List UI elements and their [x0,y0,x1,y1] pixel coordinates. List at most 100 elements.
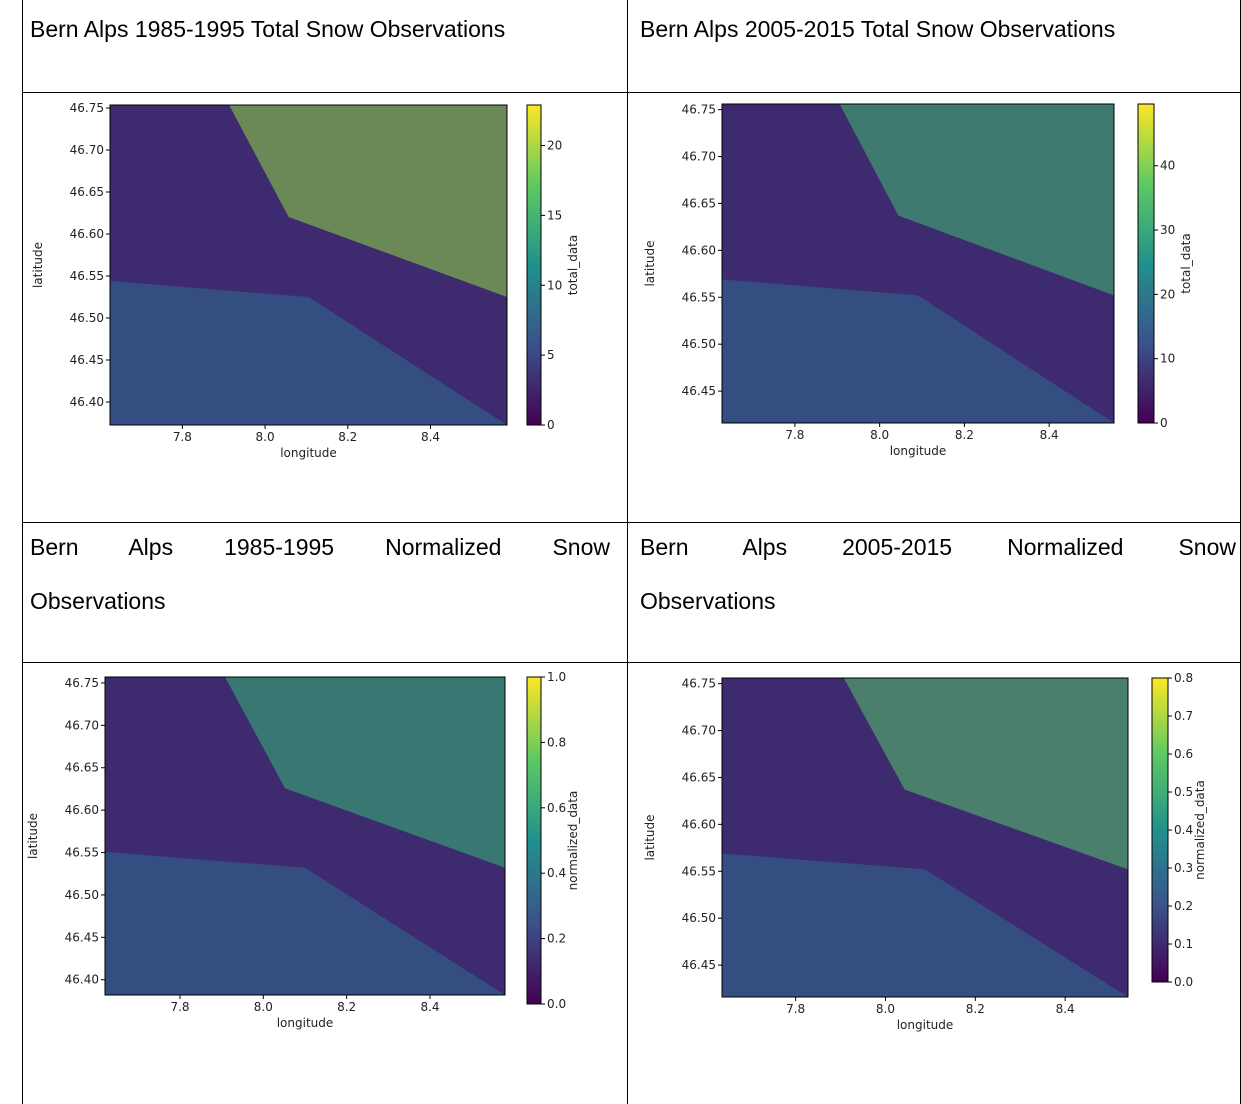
colorbar [526,104,542,426]
y-tick-label: 46.60 [682,817,716,831]
x-tick-label: 8.2 [337,1000,356,1014]
raster-texture [843,678,1128,870]
x-tick-label: 8.4 [1056,1002,1075,1016]
x-tick-label: 8.2 [955,428,974,442]
colorbar [526,676,542,1005]
x-tick-label: 7.8 [785,428,804,442]
colorbar-tick-label: 1.0 [547,670,566,684]
y-tick-label: 46.70 [70,143,104,157]
colorbar-tick-label: 10 [1160,352,1175,366]
colorbar-tick-label: 0.4 [1174,823,1193,837]
colorbar-tick-label: 0.7 [1174,709,1193,723]
y-tick-label: 46.40 [65,973,99,987]
y-tick-label: 46.50 [70,311,104,325]
colorbar-tick-label: 0.8 [1174,671,1193,685]
cell-title: Bern Alps 1985-1995 Total Snow Observati… [30,16,506,42]
y-axis-label: latitude [31,242,45,288]
cell-title: Bern Alps 1985-1995 Normalized Snow Obse… [30,534,610,614]
y-axis-label: latitude [26,813,40,859]
x-tick-label: 8.0 [876,1002,895,1016]
x-tick-label: 8.0 [870,428,889,442]
colorbar-label: normalized_data [566,791,580,891]
axes-frame [721,677,1129,998]
colorbar-tick-label: 0.2 [547,932,566,946]
y-tick-label: 46.55 [65,846,99,860]
y-tick-label: 46.65 [682,196,716,210]
colorbar-tick-label: 0 [1160,416,1168,430]
x-tick-label: 8.2 [338,430,357,444]
x-tick-label: 7.8 [170,1000,189,1014]
y-tick-label: 46.60 [70,227,104,241]
colorbar-tick-label: 0.8 [547,735,566,749]
y-tick-label: 46.45 [65,930,99,944]
cell-title: Bern Alps 2005-2015 Normalized Snow Obse… [640,534,1236,614]
y-tick-label: 46.75 [682,103,716,117]
colorbar-tick-label: 20 [1160,287,1175,301]
colorbar-tick-label: 0.3 [1174,861,1193,875]
colorbar-tick-label: 0.0 [1174,975,1193,989]
axes-frame [104,676,506,996]
y-tick-label: 46.55 [682,290,716,304]
y-axis-label: latitude [643,814,657,860]
x-tick-label: 8.0 [254,1000,273,1014]
colorbar-tick-label: 5 [547,348,555,362]
colorbar-tick-label: 0.1 [1174,937,1193,951]
colorbar-tick-label: 30 [1160,223,1175,237]
y-tick-label: 46.65 [65,761,99,775]
colorbar-tick-label: 40 [1160,159,1175,173]
colorbar [1137,103,1155,424]
axes-frame [109,104,508,426]
colorbar-tick-label: 20 [547,139,562,153]
cell-title: Bern Alps 2005-2015 Total Snow Observati… [640,16,1116,42]
y-tick-label: 46.70 [682,724,716,738]
raster-texture [105,851,505,995]
raster-texture [229,105,507,297]
x-tick-label: 8.4 [421,430,440,444]
x-tick-label: 8.0 [256,430,275,444]
raster-texture [722,853,1128,997]
colorbar-tick-label: 0.0 [547,997,566,1011]
axes-frame [721,103,1115,424]
x-tick-label: 7.8 [786,1002,805,1016]
colorbar-tick-label: 0.2 [1174,899,1193,913]
raster-texture [225,677,505,868]
y-tick-label: 46.75 [682,677,716,691]
x-tick-label: 8.4 [1040,428,1059,442]
colorbar-tick-label: 0 [547,418,555,432]
colorbar-tick-label: 15 [547,208,562,222]
y-tick-label: 46.50 [682,337,716,351]
y-axis-label: latitude [643,240,657,286]
raster-texture [722,279,1114,423]
y-tick-label: 46.65 [682,770,716,784]
y-tick-label: 46.70 [682,150,716,164]
colorbar-tick-label: 10 [547,278,562,292]
x-axis-label: longitude [277,1016,334,1030]
raster-texture [839,104,1114,296]
x-tick-label: 8.2 [966,1002,985,1016]
colorbar-tick-label: 0.4 [547,866,566,880]
y-tick-label: 46.75 [65,676,99,690]
raster-texture [110,281,507,425]
y-tick-label: 46.50 [65,888,99,902]
x-tick-label: 7.8 [173,430,192,444]
y-tick-label: 46.65 [70,185,104,199]
x-tick-label: 8.4 [420,1000,439,1014]
colorbar [1151,677,1169,983]
y-tick-label: 46.70 [65,718,99,732]
y-tick-label: 46.55 [70,269,104,283]
x-axis-label: longitude [890,444,947,458]
y-tick-label: 46.55 [682,864,716,878]
x-axis-label: longitude [897,1018,954,1032]
colorbar-label: normalized_data [1193,780,1207,880]
y-tick-label: 46.60 [682,243,716,257]
y-tick-label: 46.75 [70,101,104,115]
y-tick-label: 46.45 [682,958,716,972]
y-tick-label: 46.60 [65,803,99,817]
colorbar-tick-label: 0.6 [547,801,566,815]
colorbar-label: total_data [1179,233,1193,293]
y-tick-label: 46.40 [70,395,104,409]
colorbar-tick-label: 0.6 [1174,747,1193,761]
y-tick-label: 46.45 [682,384,716,398]
